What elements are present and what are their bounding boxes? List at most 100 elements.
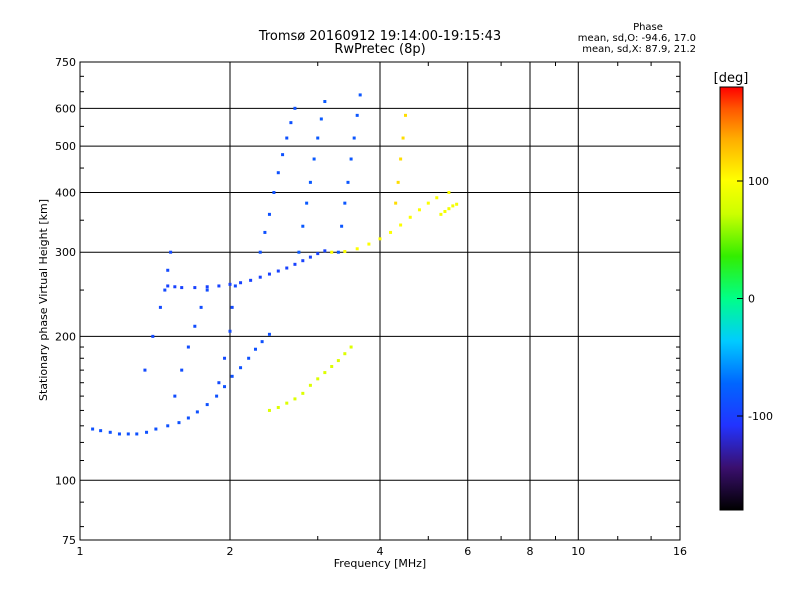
data-point <box>199 305 203 309</box>
data-point <box>323 100 327 104</box>
data-point <box>285 401 289 405</box>
data-point <box>135 432 139 436</box>
data-point <box>401 136 405 140</box>
stats-header: Phase <box>633 22 663 33</box>
data-point <box>166 284 170 288</box>
y-tick-label: 75 <box>62 534 76 547</box>
data-point <box>451 204 455 208</box>
x-tick-label: 16 <box>673 545 687 558</box>
data-point <box>289 121 293 125</box>
data-point <box>336 250 340 254</box>
data-point <box>230 305 234 309</box>
y-tick-label: 600 <box>55 102 76 115</box>
data-point <box>297 250 301 254</box>
y-tick-label: 400 <box>55 186 76 199</box>
data-point <box>343 352 347 356</box>
data-point <box>349 157 353 161</box>
data-point <box>193 324 197 328</box>
data-point <box>223 356 227 360</box>
x-tick-label: 8 <box>527 545 534 558</box>
data-point <box>233 284 237 288</box>
data-point <box>249 278 253 282</box>
data-point <box>346 180 350 184</box>
data-point <box>301 259 305 263</box>
data-point <box>230 374 234 378</box>
data-point <box>316 136 320 140</box>
data-point <box>426 201 430 205</box>
data-point <box>389 230 393 234</box>
data-points <box>91 93 459 436</box>
data-point <box>173 285 177 289</box>
stats-line-x: mean, sd,X: 87.9, 21.2 <box>582 44 696 55</box>
data-point <box>447 190 451 194</box>
data-point <box>154 427 158 431</box>
data-point <box>163 288 167 292</box>
data-point <box>399 223 403 227</box>
grid-lines <box>80 62 680 540</box>
data-point <box>177 421 181 425</box>
data-point <box>145 430 149 434</box>
data-point <box>330 364 334 368</box>
data-point <box>293 262 297 266</box>
colorbar-label: [deg] <box>714 71 749 86</box>
y-tick-label: 100 <box>55 474 76 487</box>
data-point <box>151 334 155 338</box>
data-point <box>143 368 147 372</box>
data-point <box>215 394 219 398</box>
y-tick-label: 200 <box>55 330 76 343</box>
data-point <box>323 249 327 253</box>
x-tick-label: 6 <box>464 545 471 558</box>
data-point <box>355 247 359 251</box>
data-point <box>247 356 251 360</box>
data-point <box>180 368 184 372</box>
y-axis-label: Stationary phase Virtual Height [km] <box>37 199 50 401</box>
x-tick-label: 1 <box>77 545 84 558</box>
data-point <box>205 403 209 407</box>
data-point <box>394 201 398 205</box>
data-point <box>399 157 403 161</box>
data-point <box>367 242 371 246</box>
data-point <box>285 136 289 140</box>
data-point <box>166 268 170 272</box>
axes: 1 2 4 6 8 10 16 75 100 200 300 400 500 600 750 <box>55 56 687 558</box>
data-point <box>193 286 197 290</box>
data-point <box>343 250 347 254</box>
data-point <box>267 272 271 276</box>
data-point <box>285 266 289 270</box>
data-point <box>267 332 271 336</box>
y-tick-label: 750 <box>55 56 76 69</box>
y-tick-label: 500 <box>55 140 76 153</box>
data-point <box>301 224 305 228</box>
data-point <box>276 269 280 273</box>
data-point <box>276 171 280 175</box>
data-point <box>180 286 184 290</box>
data-point <box>258 275 262 279</box>
stats-line-o: mean, sd,O: -94.6, 17.0 <box>578 33 696 44</box>
data-point <box>239 281 243 285</box>
data-point <box>358 93 362 97</box>
x-tick-label: 2 <box>227 545 234 558</box>
data-point <box>443 210 447 214</box>
chart-title: Tromsø 20160912 19:14:00-19:15:43 <box>258 29 501 44</box>
data-point <box>319 117 323 121</box>
data-point <box>263 230 267 234</box>
x-axis-label: Frequency [MHz] <box>334 557 426 570</box>
data-point <box>330 250 334 254</box>
plot-frame <box>79 61 681 541</box>
data-point <box>260 340 264 344</box>
data-point <box>439 212 443 216</box>
data-point <box>228 329 232 333</box>
data-point <box>308 180 312 184</box>
data-point <box>447 207 451 211</box>
data-point <box>281 153 285 157</box>
data-point <box>316 377 320 381</box>
data-point <box>343 201 347 205</box>
data-point <box>223 385 227 389</box>
data-point <box>349 345 353 349</box>
data-point <box>301 391 305 395</box>
data-point <box>272 190 276 194</box>
data-point <box>352 136 356 140</box>
data-point <box>293 397 297 401</box>
data-point <box>267 408 271 412</box>
colorbar-tick-label: -100 <box>748 410 773 423</box>
